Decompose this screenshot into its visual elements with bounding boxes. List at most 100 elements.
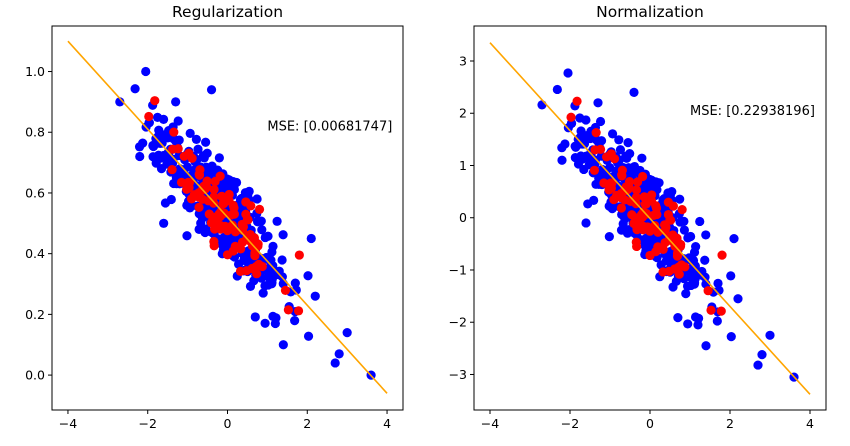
mse-annotation: MSE: [0.22938196]	[690, 104, 815, 119]
chart-title: Regularization	[172, 3, 283, 21]
test-point	[246, 201, 256, 211]
test-point	[638, 221, 648, 231]
train-point	[552, 84, 562, 95]
train-point	[253, 216, 263, 226]
x-tick-label: −4	[59, 416, 77, 431]
x-tick-label: −2	[561, 416, 579, 431]
train-point	[152, 138, 162, 148]
train-point	[201, 224, 211, 234]
train-point	[191, 134, 201, 144]
train-point	[757, 350, 767, 360]
train-point	[198, 151, 208, 161]
train-point	[278, 340, 288, 350]
train-point	[233, 259, 244, 269]
train-point	[206, 85, 217, 95]
train-point	[683, 319, 693, 329]
train-point	[620, 214, 630, 224]
train-point	[277, 255, 287, 265]
test-point	[609, 154, 620, 164]
train-point	[537, 100, 547, 110]
test-point	[253, 241, 263, 251]
test-point	[194, 192, 204, 202]
test-point	[566, 112, 576, 122]
train-point	[607, 129, 618, 139]
train-point	[645, 236, 655, 246]
test-point	[645, 250, 655, 261]
train-point	[581, 115, 591, 125]
train-point	[656, 260, 666, 270]
test-point	[216, 221, 226, 231]
train-point	[726, 271, 736, 281]
train-point	[290, 316, 300, 326]
train-point	[713, 278, 723, 288]
train-point	[115, 97, 125, 107]
train-point	[171, 97, 181, 107]
train-point	[194, 224, 204, 234]
train-point	[604, 232, 614, 242]
test-point	[652, 209, 662, 220]
train-point	[560, 139, 570, 149]
test-point	[631, 185, 642, 195]
train-point	[138, 138, 148, 148]
test-point	[658, 267, 668, 277]
train-point	[193, 144, 203, 154]
x-tick-label: 4	[383, 416, 391, 431]
test-point	[210, 212, 220, 222]
test-point	[609, 195, 619, 205]
train-point	[729, 234, 739, 244]
train-point	[155, 128, 165, 139]
test-point	[254, 204, 265, 214]
test-point	[606, 183, 617, 193]
train-point	[671, 276, 681, 286]
train-point	[581, 218, 591, 228]
train-point	[683, 233, 693, 243]
y-tick-label: 0	[459, 210, 467, 225]
test-point	[294, 250, 304, 260]
test-point	[280, 285, 291, 295]
y-tick-label: 2	[459, 106, 467, 121]
test-point	[650, 220, 660, 231]
x-tick-label: 0	[224, 416, 232, 431]
train-point	[700, 272, 710, 282]
train-point	[626, 168, 636, 178]
train-point	[675, 194, 685, 204]
test-point	[194, 170, 205, 180]
train-point	[310, 291, 320, 301]
test-point	[591, 128, 601, 138]
train-point	[700, 255, 710, 265]
test-point	[632, 213, 643, 223]
train-point	[695, 216, 705, 227]
train-point	[203, 167, 213, 177]
y-tick-label: 1	[459, 158, 467, 173]
train-point	[342, 327, 352, 338]
mse-annotation: MSE: [0.00681747]	[267, 120, 392, 135]
train-point	[712, 316, 722, 326]
test-point	[222, 250, 233, 260]
train-point	[182, 231, 192, 241]
train-point	[263, 280, 273, 290]
normalization-panel: Normalization −4 −2 0 2 4 −3 −2 −1 0 1 2 3 MSE: [0.22…	[449, 3, 827, 431]
test-point	[169, 127, 179, 137]
train-point	[629, 87, 639, 97]
train-point	[765, 330, 775, 340]
train-point	[701, 230, 711, 240]
test-point	[144, 111, 154, 122]
y-tick-label: 3	[459, 54, 467, 69]
test-point	[599, 178, 609, 188]
test-point	[616, 193, 626, 203]
test-point	[229, 209, 239, 219]
chart-title: Normalization	[596, 3, 704, 21]
test-point	[632, 241, 642, 252]
y-tick-label: −2	[449, 315, 467, 330]
train-point	[141, 66, 151, 77]
test-point	[242, 214, 252, 225]
y-tick-label: 0.4	[25, 246, 45, 261]
test-point	[674, 262, 684, 272]
test-point	[230, 241, 240, 251]
test-point	[616, 203, 627, 213]
train-point	[214, 153, 224, 163]
test-point	[209, 184, 219, 195]
test-point	[677, 205, 687, 215]
test-point	[717, 250, 727, 260]
